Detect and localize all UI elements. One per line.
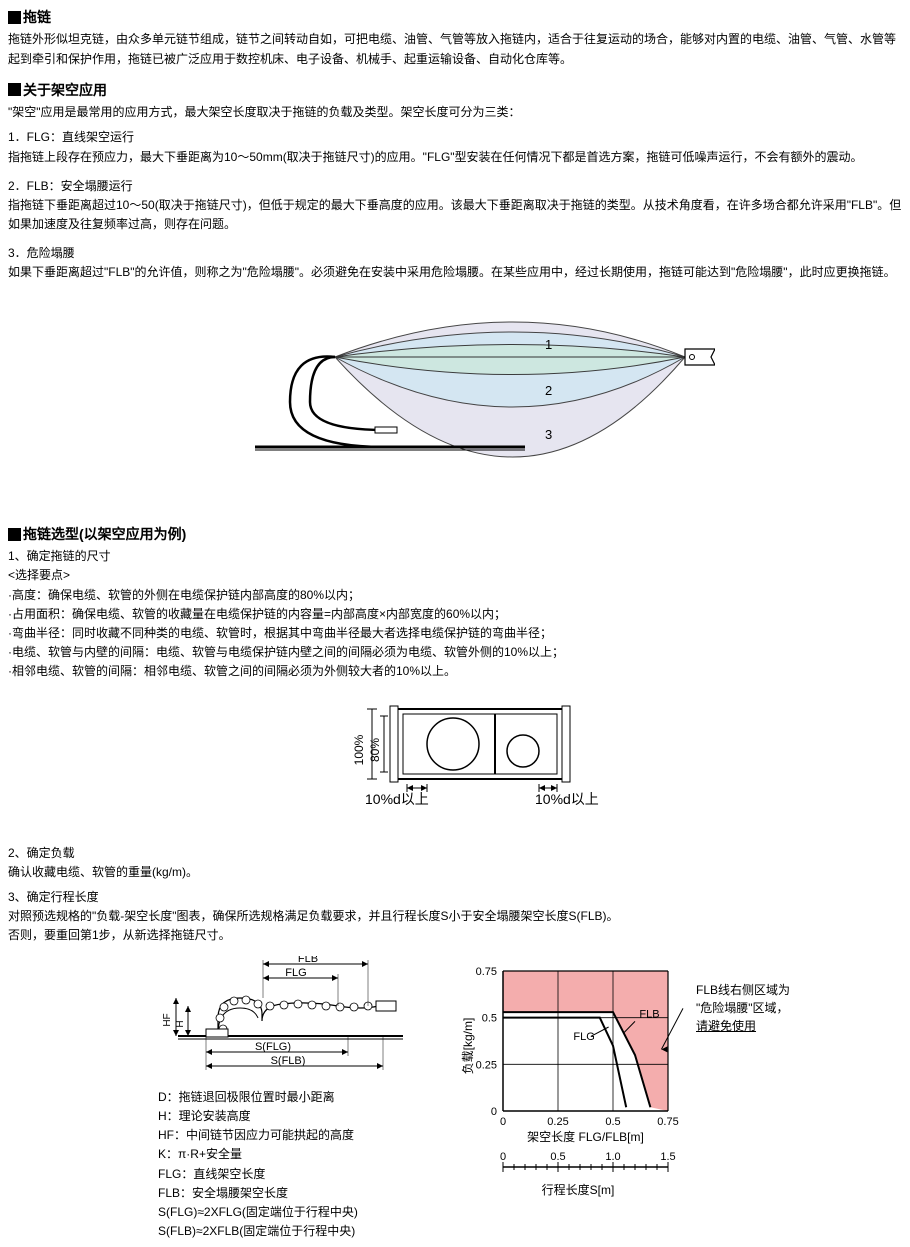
square-icon (8, 528, 21, 541)
step-heading: 3、确定行程长度 (8, 888, 902, 907)
label-right-gap: 10%d以上 (535, 791, 599, 807)
label-left-gap: 10%d以上 (365, 791, 429, 807)
svg-text:0.25: 0.25 (547, 1116, 568, 1128)
bullet: ·高度：确保电缆、软管的外侧在电缆保护链内部高度的80%以内； (8, 586, 902, 605)
dim-flg: FLG (285, 967, 306, 979)
zone-label-3: 3 (545, 427, 552, 442)
cross-section-diagram: 100% 80% 10%d以上 10%d以上 (8, 694, 902, 820)
dim-hf: HF (162, 1013, 173, 1026)
zone-label-2: 2 (545, 383, 552, 398)
bullet: ·弯曲半径：同时收藏不同种类的电缆、软管时，根据其中弯曲半径最大者选择电缆保护链… (8, 624, 902, 643)
legend-item: H：理论安装高度 (158, 1107, 418, 1126)
stroke-ruler: 0 0.5 1.0 1.5 行程长度S[m] (458, 1152, 688, 1202)
svg-text:负载[kg/m]: 负载[kg/m] (461, 1017, 475, 1074)
legend-item: FLB：安全塌腰架空长度 (158, 1184, 418, 1203)
svg-text:1.0: 1.0 (605, 1152, 620, 1163)
square-icon (8, 11, 21, 24)
svg-text:1.5: 1.5 (660, 1152, 675, 1163)
legend-item: K：π·R+安全量 (158, 1145, 418, 1164)
legend-item: FLG：直线架空长度 (158, 1165, 418, 1184)
section-title-dragchain: 拖链 (8, 6, 902, 28)
load-chart: FLG FLB 0 0.25 0.5 0.75 0 0.25 0.5 0.75 负载[kg/m] 架空… (458, 956, 688, 1146)
svg-text:0: 0 (491, 1106, 497, 1118)
section-title-overhead: 关于架空应用 (8, 79, 902, 101)
chain-dimension-diagram: FLB FLG HF (158, 956, 418, 1076)
legend-item: S(FLB)≈2XFLB(固定端位于行程中央) (158, 1222, 418, 1241)
svg-text:FLB: FLB (639, 1008, 659, 1020)
bullet: ·占用面积：确保电缆、软管的收藏量在电缆保护链的内容量=内部高度×内部宽度的60… (8, 605, 902, 624)
paragraph: 拖链外形似坦克链，由众多单元链节组成，链节之间转动自如，可把电缆、油管、气管等放… (8, 30, 902, 68)
item-text: 指拖链上段存在预应力，最大下垂距离为10～50mm(取决于拖链尺寸)的应用。"F… (8, 148, 902, 167)
item-text: 指拖链下垂距离超过10～50(取决于拖链尺寸)，但低于规定的最大下垂高度的应用。… (8, 196, 902, 234)
label-80: 80% (368, 737, 382, 761)
title-text: 拖链 (23, 6, 51, 28)
bullet: ·电缆、软管与内壁的间隔：电缆、软管与电缆保护链内壁之间的间隔必须为电缆、软管外… (8, 643, 902, 662)
subhead: <选择要点> (8, 566, 902, 585)
paragraph: 确认收藏电缆、软管的重量(kg/m)。 (8, 863, 902, 882)
paragraph: 否则，要重回第1步，从新选择拖链尺寸。 (8, 926, 902, 945)
dim-h: H (175, 1020, 186, 1027)
svg-text:0.5: 0.5 (482, 1012, 497, 1024)
square-icon (8, 83, 21, 96)
dim-sflg: S(FLG) (255, 1041, 291, 1053)
svg-text:0.75: 0.75 (657, 1116, 678, 1128)
paragraph: "架空"应用是最常用的应用方式，最大架空长度取决于拖链的负载及类型。架空长度可分… (8, 103, 902, 122)
svg-text:0: 0 (500, 1116, 506, 1128)
svg-text:FLG: FLG (573, 1031, 594, 1043)
dim-flb: FLB (298, 956, 318, 965)
svg-text:0: 0 (500, 1152, 506, 1163)
zone-diagram: 1 2 3 (8, 297, 902, 493)
item-heading: 1．FLG：直线架空运行 (8, 128, 902, 147)
title-text: 拖链选型(以架空应用为例) (23, 523, 186, 545)
label-100: 100% (352, 734, 366, 765)
item-heading: 3．危险塌腰 (8, 244, 902, 263)
step-heading: 1、确定拖链的尺寸 (8, 547, 902, 566)
item-text: 如果下垂距离超过"FLB"的允许值，则称之为"危险塌腰"。必须避免在安装中采用危… (8, 263, 902, 282)
title-text: 关于架空应用 (23, 79, 107, 101)
load-chart-block: FLG FLB 0 0.25 0.5 0.75 0 0.25 0.5 0.75 负载[kg/m] 架空… (458, 956, 790, 1208)
legend-item: D：拖链退回极限位置时最小距离 (158, 1088, 418, 1107)
step-heading: 2、确定负载 (8, 844, 902, 863)
svg-text:0.75: 0.75 (476, 966, 497, 978)
svg-text:0.5: 0.5 (550, 1152, 565, 1163)
ruler-label: 行程长度S[m] (542, 1182, 615, 1197)
paragraph: 对照预选规格的"负载-架空长度"图表，确保所选规格满足负载要求，并且行程长度S小… (8, 907, 902, 926)
zone-label-1: 1 (545, 337, 552, 352)
chain-dimension-block: FLB FLG HF (158, 956, 418, 1242)
svg-text:0.25: 0.25 (476, 1059, 497, 1071)
legend-item: S(FLG)≈2XFLG(固定端位于行程中央) (158, 1203, 418, 1222)
chart-note: FLB线右侧区域为 (696, 981, 790, 999)
chart-note: "危险塌腰"区域， (696, 999, 790, 1017)
section-title-selection: 拖链选型(以架空应用为例) (8, 523, 902, 545)
chart-note: 请避免使用 (696, 1017, 790, 1035)
dim-sflb: S(FLB) (271, 1055, 306, 1067)
bullet: ·相邻电缆、软管的间隔：相邻电缆、软管之间的间隔必须为外侧较大者的10%以上。 (8, 662, 902, 681)
legend-item: HF：中间链节因应力可能拱起的高度 (158, 1126, 418, 1145)
item-heading: 2．FLB：安全塌腰运行 (8, 177, 902, 196)
svg-text:架空长度 FLG/FLB[m]: 架空长度 FLG/FLB[m] (527, 1129, 644, 1144)
svg-text:0.5: 0.5 (605, 1116, 620, 1128)
